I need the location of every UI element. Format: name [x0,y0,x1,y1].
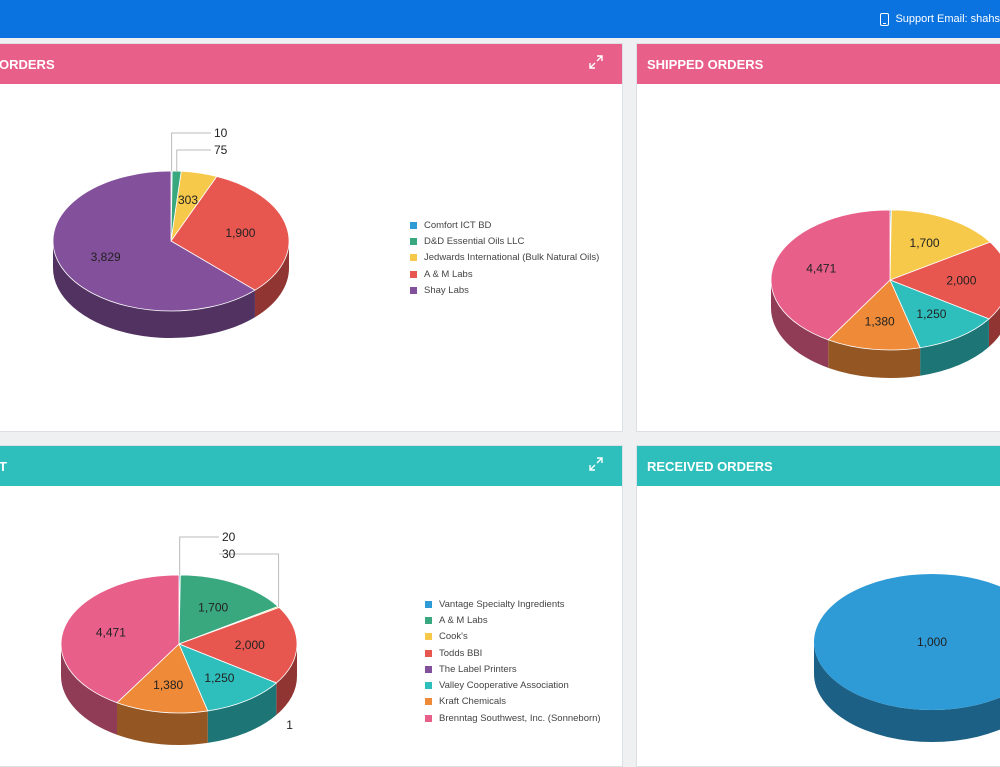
pie-data-label: 1,700 [910,236,940,250]
legend-swatch [410,222,417,229]
legend-item[interactable]: A & M Labs [425,612,601,628]
legend-item[interactable]: D&D Essential Oils LLC [410,233,599,249]
pie-data-label: 4,471 [96,626,126,640]
legend-swatch [425,698,432,705]
pie-data-label: 2,000 [235,638,265,652]
pie-data-label: 2,000 [946,273,976,287]
legend-label: Todds BBI [439,648,482,659]
support-contact[interactable]: Support Email: shahs [880,0,1000,38]
legend-label: Vantage Specialty Ingredients [439,599,565,610]
pie-data-label: 4,471 [806,262,836,276]
legend-item[interactable]: Cook's [425,629,601,645]
phone-icon [880,13,889,26]
legend-swatch [425,715,432,722]
legend-item[interactable]: The Label Printers [425,661,601,677]
chart-legend: Vantage Specialty Ingredients A & M Labs C… [425,596,601,726]
top-navigation-bar: Support Email: shahs [0,0,1000,38]
legend-item[interactable]: Vantage Specialty Ingredients [425,596,601,612]
legend-label: Shay Labs [424,285,469,296]
pie-data-label: 1,000 [917,635,947,649]
legend-swatch [425,617,432,624]
label-leader-line [172,133,211,171]
legend-swatch [425,633,432,640]
legend-label: Brenntag Southwest, Inc. (Sonneborn) [439,713,601,724]
legend-item[interactable]: Kraft Chemicals [425,694,601,710]
legend-swatch [425,682,432,689]
legend-item[interactable]: Brenntag Southwest, Inc. (Sonneborn) [425,710,601,726]
legend-swatch [425,666,432,673]
legend-item[interactable]: Jedwards International (Bulk Natural Oil… [410,250,599,266]
legend-swatch [425,601,432,608]
pie-data-label: 1,380 [153,678,183,692]
legend-label: D&D Essential Oils LLC [424,236,524,247]
pie-data-label: 3,829 [91,250,121,264]
legend-swatch [410,287,417,294]
label-leader-line [177,150,211,171]
pie-data-label: 303 [178,193,198,207]
legend-swatch [410,238,417,245]
legend-label: Kraft Chemicals [439,696,506,707]
pie-data-label: 1,700 [198,601,228,615]
pie-data-label: 1,900 [225,226,255,240]
legend-item[interactable]: Shay Labs [410,282,599,298]
legend-swatch [410,271,417,278]
support-email-text: Support Email: shahs [895,13,1000,25]
pie-data-label: 30 [222,547,236,561]
pie-data-label: 1,380 [865,315,895,329]
legend-label: Comfort ICT BD [424,220,491,231]
received-orders-panel: RECEIVED ORDERS 1,000 [636,445,1000,767]
legend-label: The Label Printers [439,664,517,675]
legend-item[interactable]: Todds BBI [425,645,601,661]
pie-data-label: 1 [286,718,293,732]
pie-data-label: 1,250 [204,671,234,685]
pie-data-label: 10 [214,126,228,140]
legend-label: A & M Labs [424,269,473,280]
label-leader-line [180,537,219,575]
pie-data-label: 20 [222,530,236,544]
pie-data-label: 75 [214,143,228,157]
legend-item[interactable]: A & M Labs [410,266,599,282]
chart-legend: Comfort ICT BD D&D Essential Oils LLC Jedw… [410,217,599,298]
legend-item[interactable]: Comfort ICT BD [410,217,599,233]
legend-label: A & M Labs [439,615,488,626]
legend-swatch [410,254,417,261]
legend-label: Jedwards International (Bulk Natural Oil… [424,252,599,263]
pie-data-label: 1,250 [916,307,946,321]
legend-swatch [425,650,432,657]
legend-item[interactable]: Valley Cooperative Association [425,677,601,693]
legend-label: Valley Cooperative Association [439,680,569,691]
legend-label: Cook's [439,631,468,642]
